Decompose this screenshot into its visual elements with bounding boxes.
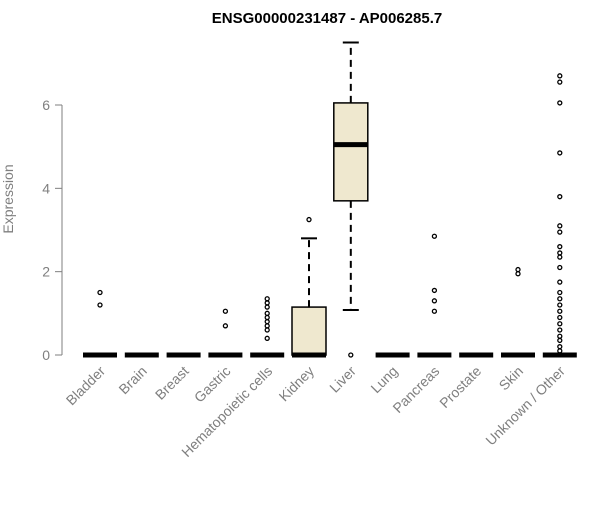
outlier-point: [264, 304, 270, 310]
outlier-point: [222, 323, 229, 329]
outlier-point: [264, 296, 270, 302]
outlier-point: [557, 150, 563, 156]
x-tick-label: Kidney: [276, 363, 318, 405]
box-unknown-other: [542, 73, 577, 358]
outlier-point: [264, 323, 270, 329]
outlier-point: [264, 300, 270, 306]
chart-title: ENSG00000231487 - AP006285.7: [212, 10, 442, 27]
box-hematopoietic-cells: [250, 296, 285, 358]
outlier-point: [264, 314, 270, 321]
x-tick-label: Lung: [367, 363, 400, 396]
y-tick-label: 0: [42, 347, 50, 363]
box-iqr: [333, 102, 369, 202]
box-skin: [501, 266, 535, 358]
outlier-point: [557, 279, 563, 285]
x-tick-label: Brain: [115, 363, 149, 397]
outlier-point: [306, 216, 312, 223]
y-axis: 0 2 4 6: [42, 97, 63, 363]
x-tick-label: Prostate: [436, 363, 484, 411]
boxes-layer: [83, 41, 577, 358]
outlier-point: [557, 250, 563, 256]
x-tick-label: Unknown / Other: [482, 363, 568, 449]
x-tick-label: Skin: [496, 363, 527, 394]
outlier-point: [264, 327, 270, 333]
outlier-point: [557, 333, 563, 339]
outlier-point: [264, 319, 270, 325]
box-bladder: [83, 289, 117, 358]
outlier-point: [557, 264, 563, 271]
outlier-point: [557, 223, 563, 229]
outlier-point: [557, 229, 563, 235]
outlier-point: [431, 287, 438, 294]
box-pancreas: [417, 233, 452, 358]
box-liver: [333, 41, 369, 358]
outlier-point: [557, 289, 563, 296]
outlier-point: [264, 335, 270, 341]
x-tick-label: Liver: [326, 363, 359, 396]
outlier-point: [97, 289, 103, 296]
outlier-point: [557, 254, 563, 260]
outlier-point: [557, 337, 563, 344]
outlier-point: [222, 308, 229, 314]
x-tick-label: Breast: [152, 363, 192, 403]
outlier-point: [557, 344, 563, 350]
outlier-point: [515, 266, 521, 273]
outlier-point: [557, 100, 563, 106]
box-iqr: [291, 306, 327, 356]
y-axis-label: Expression: [0, 164, 16, 233]
y-tick-label: 6: [42, 97, 50, 113]
outlier-point: [557, 321, 563, 327]
outlier-point: [431, 308, 438, 314]
outlier-point: [557, 73, 563, 79]
outlier-point: [557, 302, 563, 308]
outlier-point: [264, 310, 270, 316]
outlier-point: [557, 314, 563, 321]
outlier-point: [557, 244, 563, 250]
outlier-point: [515, 271, 521, 277]
outlier-point: [557, 79, 563, 85]
outlier-point: [557, 327, 563, 333]
outlier-point: [97, 302, 103, 308]
outlier-point: [557, 348, 563, 354]
box-gastric: [208, 308, 243, 358]
y-tick-label: 2: [42, 264, 50, 280]
box-kidney: [291, 216, 327, 358]
outlier-point: [557, 308, 563, 314]
outlier-point: [557, 194, 563, 200]
outlier-point: [431, 233, 438, 239]
outlier-point: [348, 352, 354, 358]
outlier-point: [557, 296, 563, 302]
y-tick-label: 4: [42, 180, 50, 196]
x-tick-label: Bladder: [63, 363, 109, 409]
outlier-point: [431, 298, 438, 304]
